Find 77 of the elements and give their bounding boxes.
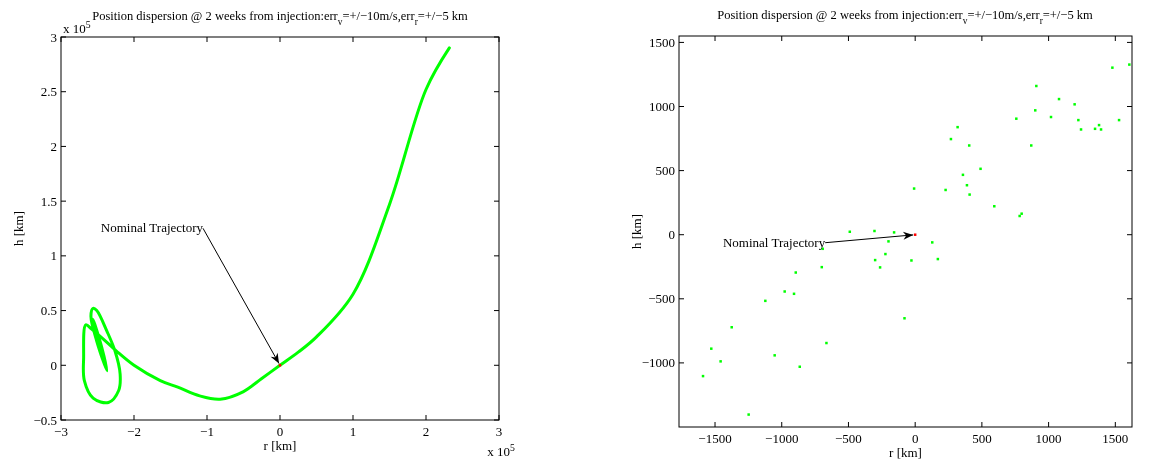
point [967, 144, 971, 147]
x-tick-label: 0 [276, 424, 284, 439]
point [747, 413, 750, 416]
x-tick-label: 1000 [1035, 431, 1062, 446]
x-tick-label: 0 [911, 431, 919, 446]
point [944, 188, 947, 192]
y-tick-label: 1.5 [40, 193, 57, 209]
annotation: Nominal Trajectory [100, 220, 204, 236]
point [1128, 63, 1131, 66]
x-tick-label: −1 [200, 424, 214, 439]
y-tick-label: 0 [50, 357, 57, 373]
point [710, 347, 713, 350]
point [773, 354, 776, 357]
chart-title: Position dispersion @ 2 weeks from injection:err$_{v}$=+/−10m/s,err$_{r}$=+/−5 km [717, 8, 1094, 26]
point [1035, 84, 1038, 88]
text: x 10$^{5}$ [487, 441, 515, 459]
point [968, 193, 971, 196]
point [931, 241, 934, 244]
point [719, 360, 722, 363]
x-tick-label: −1000 [765, 431, 799, 446]
point [1020, 212, 1023, 215]
text: x 10$^{5}$ [63, 18, 91, 36]
point [993, 205, 996, 208]
point [730, 326, 733, 329]
y-tick-label: −0.5 [33, 412, 57, 428]
annotation: Nominal Trajectory [722, 234, 826, 250]
point [825, 341, 828, 345]
y-tick-label: 500 [655, 163, 675, 179]
point [903, 317, 906, 320]
point [887, 240, 890, 243]
point [873, 229, 876, 233]
point [910, 259, 913, 262]
point [979, 167, 982, 171]
point [884, 252, 887, 256]
y-tick-label: 2 [50, 138, 57, 154]
point [878, 266, 882, 269]
x-tick-label: 1 [349, 424, 357, 439]
x-axis-title: r [km] [889, 445, 922, 460]
y-tick-label: −500 [648, 291, 675, 307]
point [1073, 103, 1076, 106]
point [892, 231, 896, 234]
y-axis-title: h [km] [11, 210, 26, 247]
point [1015, 117, 1018, 120]
y-tick-label: 1000 [649, 99, 675, 115]
point [956, 125, 959, 129]
y-tick-label: 3 [50, 29, 57, 45]
point [798, 365, 802, 368]
y-axis-title: h [km] [629, 213, 644, 250]
line-series [81, 46, 451, 405]
y-tick-label: 1500 [649, 34, 675, 50]
point [764, 299, 767, 303]
x-tick-label: −2 [127, 424, 141, 439]
x-tick-label: −1500 [698, 431, 732, 446]
x-axis-title: r [km] [263, 438, 297, 453]
point [783, 290, 786, 293]
y-tick-label: −1000 [641, 355, 675, 371]
point [1077, 118, 1080, 122]
point [1079, 128, 1083, 131]
point [912, 187, 916, 190]
point [1034, 109, 1037, 112]
y-tick-label: 2.5 [40, 84, 57, 100]
point [1018, 214, 1021, 218]
point [1099, 128, 1103, 131]
x-tick-label: −500 [835, 431, 862, 446]
x-tick-label: −3 [54, 424, 68, 439]
x-tick-label: 2 [422, 424, 430, 439]
point [1030, 144, 1033, 147]
point [794, 271, 797, 274]
x-tick-label: 1500 [1102, 431, 1129, 446]
x-tick-label: 500 [972, 431, 992, 446]
x-tick-label: 3 [495, 424, 503, 439]
point [1111, 66, 1114, 69]
y-tick-label: 0 [668, 227, 675, 243]
y-tick-label: 1 [50, 248, 57, 264]
chart-title: Position dispersion @ 2 weeks from injection:err$_{v}$=+/−10m/s,err$_{r}$=+/−5 km [92, 9, 469, 27]
y-tick-label: 0.5 [40, 303, 57, 319]
point [913, 233, 917, 236]
